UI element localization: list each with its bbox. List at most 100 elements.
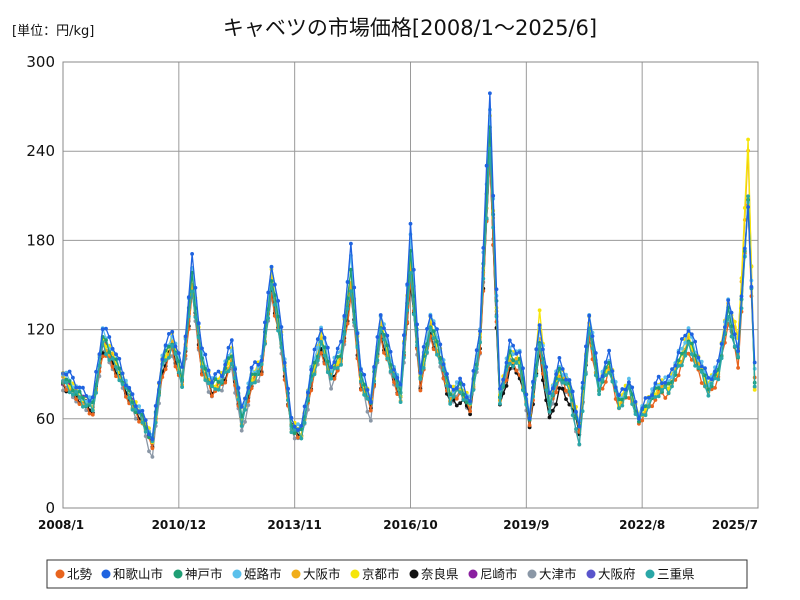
data-point xyxy=(703,384,707,389)
data-point xyxy=(620,387,625,391)
data-point xyxy=(673,363,678,368)
data-point xyxy=(335,355,340,359)
data-point xyxy=(498,386,502,391)
data-point xyxy=(345,280,350,284)
data-point xyxy=(200,365,204,369)
data-point xyxy=(623,391,628,396)
x-tick-label: 2019/9 xyxy=(503,518,549,532)
plot-frame xyxy=(62,61,759,509)
data-point xyxy=(312,347,317,352)
data-point xyxy=(630,385,635,390)
data-point xyxy=(226,369,231,374)
data-point xyxy=(742,206,747,210)
data-point xyxy=(597,392,601,397)
data-point xyxy=(153,404,158,408)
data-point xyxy=(362,382,367,387)
data-point xyxy=(620,403,625,408)
data-point xyxy=(577,424,582,429)
data-point xyxy=(90,408,95,413)
data-point xyxy=(107,350,112,354)
data-point xyxy=(359,387,363,392)
data-point xyxy=(627,376,631,381)
data-point xyxy=(736,354,740,359)
data-point xyxy=(511,343,515,348)
data-point xyxy=(567,389,572,394)
data-point xyxy=(276,328,280,333)
data-point xyxy=(150,455,155,459)
data-point xyxy=(124,395,128,399)
data-point xyxy=(395,383,400,388)
data-point xyxy=(739,294,744,299)
data-point xyxy=(210,380,214,385)
data-point xyxy=(511,358,515,363)
data-point xyxy=(259,358,264,363)
legend-marker xyxy=(527,569,537,579)
data-point xyxy=(229,361,234,366)
data-point xyxy=(716,377,721,382)
data-point xyxy=(200,372,204,377)
data-point xyxy=(170,343,175,348)
data-point xyxy=(296,428,300,432)
data-point xyxy=(150,446,155,451)
y-tick-label: 120 xyxy=(26,321,55,339)
data-point xyxy=(71,392,75,397)
data-point xyxy=(494,287,499,292)
data-point xyxy=(646,395,651,400)
data-point xyxy=(279,345,284,350)
data-point xyxy=(203,352,208,357)
data-point xyxy=(375,335,380,339)
data-point xyxy=(660,381,664,386)
data-point xyxy=(686,329,691,333)
data-point xyxy=(107,358,112,362)
data-point xyxy=(183,334,188,339)
data-point xyxy=(507,338,512,343)
y-tick-label: 240 xyxy=(26,142,55,160)
data-point xyxy=(554,382,558,386)
data-point xyxy=(339,363,343,367)
data-point xyxy=(570,389,575,394)
data-point xyxy=(593,351,598,355)
data-point xyxy=(312,372,317,377)
data-point xyxy=(395,375,400,380)
data-point xyxy=(163,367,168,372)
data-point xyxy=(180,385,185,389)
data-point xyxy=(504,378,509,382)
data-point xyxy=(206,368,211,373)
data-point xyxy=(746,194,750,199)
data-point xyxy=(441,376,446,381)
data-point xyxy=(332,366,337,371)
data-point xyxy=(550,392,555,397)
data-point xyxy=(385,356,390,361)
data-point xyxy=(279,325,284,329)
data-point xyxy=(521,388,525,393)
data-point xyxy=(660,384,664,389)
data-point xyxy=(607,348,611,353)
data-point xyxy=(544,365,549,369)
data-point xyxy=(359,367,363,372)
data-point xyxy=(448,402,453,406)
data-point xyxy=(603,380,608,384)
data-point xyxy=(603,373,608,377)
data-point xyxy=(312,360,317,365)
data-point xyxy=(137,410,142,414)
data-point xyxy=(451,387,456,392)
data-point xyxy=(451,394,456,398)
legend-marker xyxy=(645,569,655,579)
data-point xyxy=(627,385,631,389)
data-point xyxy=(322,345,327,350)
data-point xyxy=(676,350,681,355)
data-point xyxy=(402,333,406,338)
data-point xyxy=(498,401,502,406)
data-point xyxy=(213,372,218,376)
data-point xyxy=(736,366,740,370)
data-point xyxy=(478,340,482,344)
data-point xyxy=(368,408,373,413)
data-point xyxy=(239,405,244,409)
data-point xyxy=(339,339,343,344)
data-point xyxy=(458,390,462,394)
data-point xyxy=(709,377,714,382)
data-point xyxy=(627,396,631,400)
data-point xyxy=(709,381,714,386)
data-point xyxy=(438,342,443,347)
data-point xyxy=(292,436,297,441)
